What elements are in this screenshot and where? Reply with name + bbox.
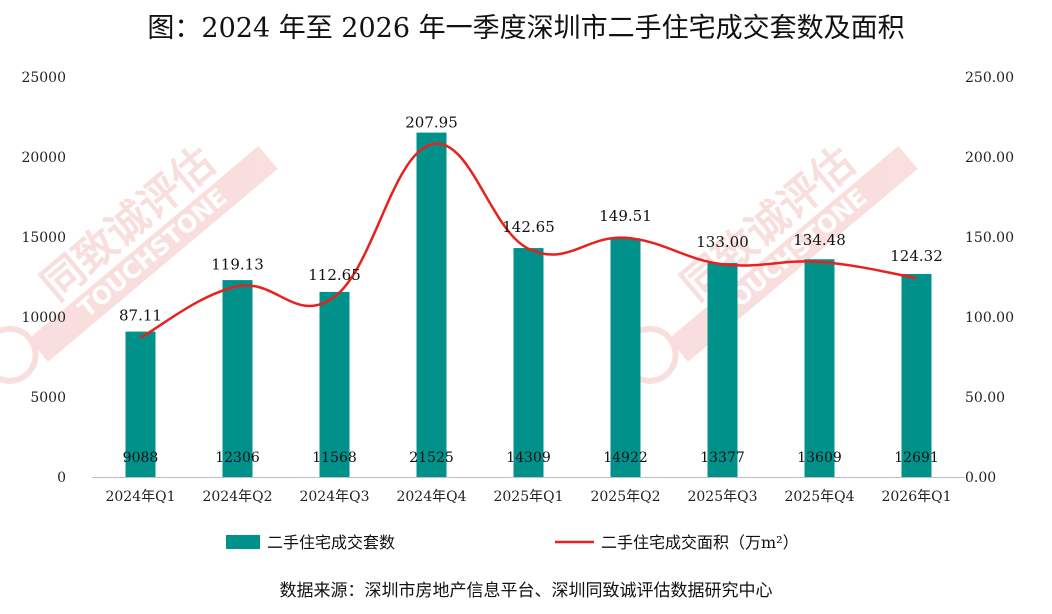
- chart-title: 图：2024 年至 2026 年一季度深圳市二手住宅成交套数及面积: [147, 13, 904, 44]
- x-tick-label: 2025年Q4: [784, 489, 854, 505]
- bar: [611, 238, 641, 477]
- bar: [708, 263, 738, 477]
- line-value-label: 112.65: [308, 266, 361, 284]
- legend-bar-swatch: [226, 535, 260, 549]
- bar: [805, 259, 835, 477]
- line-value-label: 134.48: [793, 231, 846, 249]
- bar-value-label: 12691: [894, 450, 939, 466]
- bar-value-label: 9088: [123, 450, 159, 466]
- bar-value-label: 14922: [603, 450, 648, 466]
- bar-value-label: 13377: [700, 450, 745, 466]
- left-y-tick-label: 5000: [30, 390, 66, 406]
- right-y-tick-label: 200.00: [965, 150, 1014, 166]
- right-y-tick-label: 50.00: [965, 390, 1005, 406]
- x-tick-label: 2024年Q1: [105, 489, 175, 505]
- x-tick-label: 2025年Q2: [590, 489, 660, 505]
- right-y-axis: 0.00 50.00 100.00 150.00 200.00 250.00: [965, 70, 1014, 486]
- x-tick-label: 2025年Q3: [687, 489, 757, 505]
- bar-value-label: 11568: [312, 450, 357, 466]
- bar: [417, 133, 447, 477]
- bar: [223, 280, 253, 477]
- bar-value-labels: 9088 12306 11568 21525 14309 14922 13377 13609 1…: [123, 450, 939, 466]
- left-y-tick-label: 20000: [21, 150, 66, 166]
- left-y-tick-label: 10000: [21, 310, 66, 326]
- legend-bar-label: 二手住宅成交套数: [267, 533, 395, 552]
- x-tick-label: 2024年Q2: [202, 489, 272, 505]
- x-tick-label: 2024年Q4: [396, 489, 466, 505]
- left-y-tick-label: 15000: [21, 230, 66, 246]
- left-y-tick-label: 25000: [21, 70, 66, 86]
- x-tick-label: 2024年Q3: [299, 489, 369, 505]
- bar-value-label: 21525: [409, 450, 454, 466]
- line-value-label: 124.32: [890, 247, 943, 265]
- left-y-tick-label: 0: [57, 470, 66, 486]
- source-note: 数据来源：深圳市房地产信息平台、深圳同致诚评估数据研究中心: [280, 581, 773, 601]
- right-y-tick-label: 250.00: [965, 70, 1014, 86]
- bar-value-label: 13609: [797, 450, 842, 466]
- bar: [514, 248, 544, 477]
- line-value-label: 207.95: [405, 113, 458, 131]
- legend: 二手住宅成交套数 二手住宅成交面积（万m²）: [226, 533, 799, 552]
- bar-value-label: 14309: [506, 450, 551, 466]
- bar: [902, 274, 932, 477]
- x-axis: 2024年Q1 2024年Q2 2024年Q3 2024年Q4 2025年Q1 2025年…: [92, 478, 965, 506]
- legend-line-label: 二手住宅成交面积（万m²）: [601, 533, 799, 552]
- right-y-tick-label: 100.00: [965, 310, 1014, 326]
- right-y-tick-label: 150.00: [965, 230, 1014, 246]
- line-value-label: 133.00: [696, 233, 749, 251]
- line-value-label: 142.65: [502, 218, 555, 236]
- line-value-label: 119.13: [211, 255, 264, 273]
- watermark-logo-icon: [0, 318, 46, 391]
- line-value-label: 149.51: [599, 207, 652, 225]
- bar-value-label: 12306: [215, 450, 260, 466]
- x-tick-label: 2025年Q1: [493, 489, 563, 505]
- line-value-label: 87.11: [119, 307, 162, 325]
- x-tick-label: 2026年Q1: [881, 489, 951, 505]
- right-y-tick-label: 0.00: [965, 470, 996, 486]
